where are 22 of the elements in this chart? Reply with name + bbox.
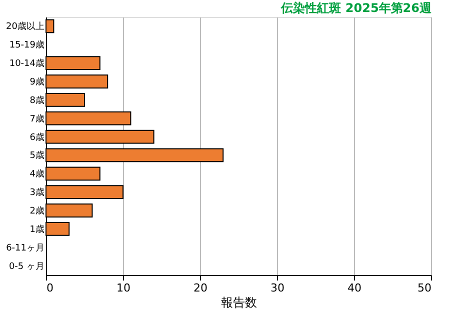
y-tick-label: 10-14歳 bbox=[9, 58, 44, 70]
x-tick-label: 50 bbox=[418, 282, 432, 294]
x-tick-label: 10 bbox=[116, 282, 130, 294]
y-tick-label: 4歳 bbox=[30, 168, 44, 180]
x-tick-label: 20 bbox=[194, 282, 208, 294]
y-tick-label: 3歳 bbox=[30, 187, 44, 198]
x-tick-label: 30 bbox=[270, 282, 284, 294]
y-tick-label: 5歳 bbox=[30, 150, 44, 162]
y-tick-label: 15-19歳 bbox=[9, 40, 44, 51]
y-tick-label: 6-11ヶ月 bbox=[6, 243, 44, 254]
y-tick-label: 0-5 ヶ月 bbox=[8, 262, 44, 272]
y-tick-label: 6歳 bbox=[30, 132, 44, 143]
y-tick-label: 7歳 bbox=[30, 113, 44, 124]
x-axis-title: 報告数 bbox=[221, 296, 257, 310]
y-tick-label: 9歳 bbox=[30, 76, 44, 88]
x-tick-label: 40 bbox=[348, 282, 362, 294]
y-tick-label: 8歳 bbox=[30, 94, 44, 106]
chart-title: 伝染性紅斑 2025年第26週 bbox=[280, 1, 432, 15]
x-tick-label: 0 bbox=[46, 282, 54, 294]
y-tick-label: 1歳 bbox=[30, 224, 44, 235]
y-tick-label: 2歳 bbox=[30, 206, 44, 216]
y-tick-label: 20歳以上 bbox=[6, 21, 44, 32]
